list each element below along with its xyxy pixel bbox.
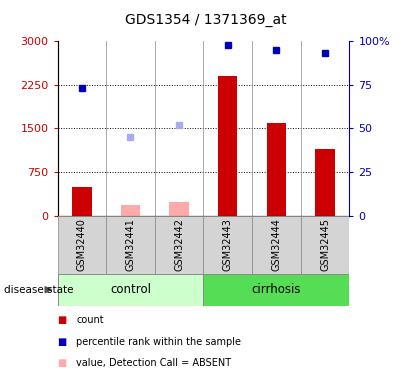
Text: ■: ■ xyxy=(58,315,67,325)
Text: value, Detection Call = ABSENT: value, Detection Call = ABSENT xyxy=(76,358,231,368)
Text: GDS1354 / 1371369_at: GDS1354 / 1371369_at xyxy=(125,13,286,27)
Text: percentile rank within the sample: percentile rank within the sample xyxy=(76,337,241,346)
Text: control: control xyxy=(110,283,151,296)
Bar xyxy=(155,216,203,274)
Text: GSM32440: GSM32440 xyxy=(77,218,87,271)
Text: ■: ■ xyxy=(58,337,67,346)
Text: GSM32444: GSM32444 xyxy=(271,218,282,271)
Bar xyxy=(203,216,252,274)
Text: cirrhosis: cirrhosis xyxy=(252,283,301,296)
Bar xyxy=(267,123,286,216)
Bar xyxy=(301,216,349,274)
Bar xyxy=(58,274,203,306)
Text: GSM32445: GSM32445 xyxy=(320,218,330,271)
Bar xyxy=(218,76,238,216)
Bar xyxy=(315,149,335,216)
Bar xyxy=(203,274,349,306)
Text: ■: ■ xyxy=(58,358,67,368)
Bar xyxy=(106,216,155,274)
Bar xyxy=(252,216,301,274)
Text: GSM32442: GSM32442 xyxy=(174,218,184,271)
Text: GSM32441: GSM32441 xyxy=(125,218,136,271)
Bar xyxy=(72,187,92,216)
Bar xyxy=(58,216,106,274)
Bar xyxy=(121,205,140,216)
Bar xyxy=(169,202,189,216)
Text: GSM32443: GSM32443 xyxy=(223,218,233,271)
Text: disease state: disease state xyxy=(4,285,74,295)
Text: count: count xyxy=(76,315,104,325)
